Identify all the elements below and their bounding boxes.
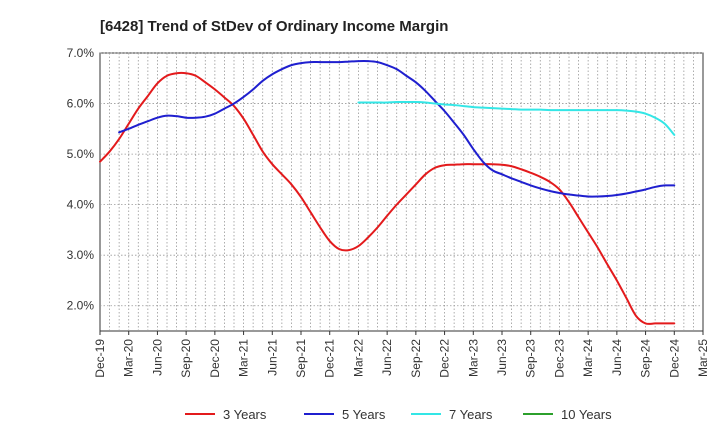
x-tick-label: Sep-20 xyxy=(179,339,193,378)
plot-frame xyxy=(99,52,704,332)
y-tick-label: 2.0% xyxy=(67,299,95,313)
x-axis-ticks: Dec-19 Mar-20 Jun-20 Sep-20 Dec-20 Mar-21 Jun-… xyxy=(93,331,710,378)
x-tick-label: Sep-22 xyxy=(409,339,423,378)
x-tick-label: Dec-23 xyxy=(552,339,566,378)
x-tick-label: Dec-22 xyxy=(438,339,452,378)
series-line-3-years xyxy=(99,71,676,325)
legend-item-3-years: 3 Years xyxy=(185,407,267,422)
x-tick-label: Sep-21 xyxy=(294,339,308,378)
legend-item-7-years: 7 Years xyxy=(411,407,493,422)
legend: 3 Years 5 Years 7 Years 10 Years xyxy=(185,407,612,422)
series-line-5-years xyxy=(118,59,676,198)
x-tick-label: Dec-24 xyxy=(667,339,681,378)
y-tick-label: 4.0% xyxy=(67,198,95,212)
x-tick-label: Mar-20 xyxy=(122,339,136,377)
x-tick-label: Mar-22 xyxy=(351,339,365,377)
y-tick-label: 3.0% xyxy=(67,248,95,262)
y-tick-label: 5.0% xyxy=(67,147,95,161)
chart-title: [6428] Trend of StDev of Ordinary Income… xyxy=(100,18,448,35)
x-tick-label: Dec-21 xyxy=(323,339,337,378)
plot-area xyxy=(99,52,704,332)
x-tick-label: Jun-21 xyxy=(265,339,279,376)
x-tick-label: Sep-24 xyxy=(639,339,653,378)
legend-item-5-years: 5 Years xyxy=(304,407,386,422)
x-tick-label: Jun-23 xyxy=(495,339,509,376)
y-tick-label: 6.0% xyxy=(67,97,95,111)
series-lines xyxy=(99,59,676,325)
legend-item-10-years: 10 Years xyxy=(523,407,612,422)
legend-label: 7 Years xyxy=(449,407,493,422)
series-line-7-years xyxy=(357,100,676,136)
x-tick-label: Mar-25 xyxy=(696,339,710,377)
x-tick-label: Jun-22 xyxy=(380,339,394,376)
x-tick-label: Dec-20 xyxy=(208,339,222,378)
x-tick-label: Jun-20 xyxy=(150,339,164,376)
x-tick-label: Jun-24 xyxy=(610,339,624,376)
x-tick-label: Dec-19 xyxy=(93,339,107,378)
legend-label: 5 Years xyxy=(342,407,386,422)
y-axis-ticks: 2.0% 3.0% 4.0% 5.0% 6.0% 7.0% xyxy=(67,46,95,313)
x-tick-label: Mar-23 xyxy=(466,339,480,377)
grid-lines xyxy=(100,52,703,331)
x-tick-label: Mar-24 xyxy=(581,339,595,377)
legend-label: 3 Years xyxy=(223,407,267,422)
x-tick-label: Mar-21 xyxy=(237,339,251,377)
legend-label: 10 Years xyxy=(561,407,612,422)
x-tick-label: Sep-23 xyxy=(524,339,538,378)
y-tick-label: 7.0% xyxy=(67,46,95,60)
